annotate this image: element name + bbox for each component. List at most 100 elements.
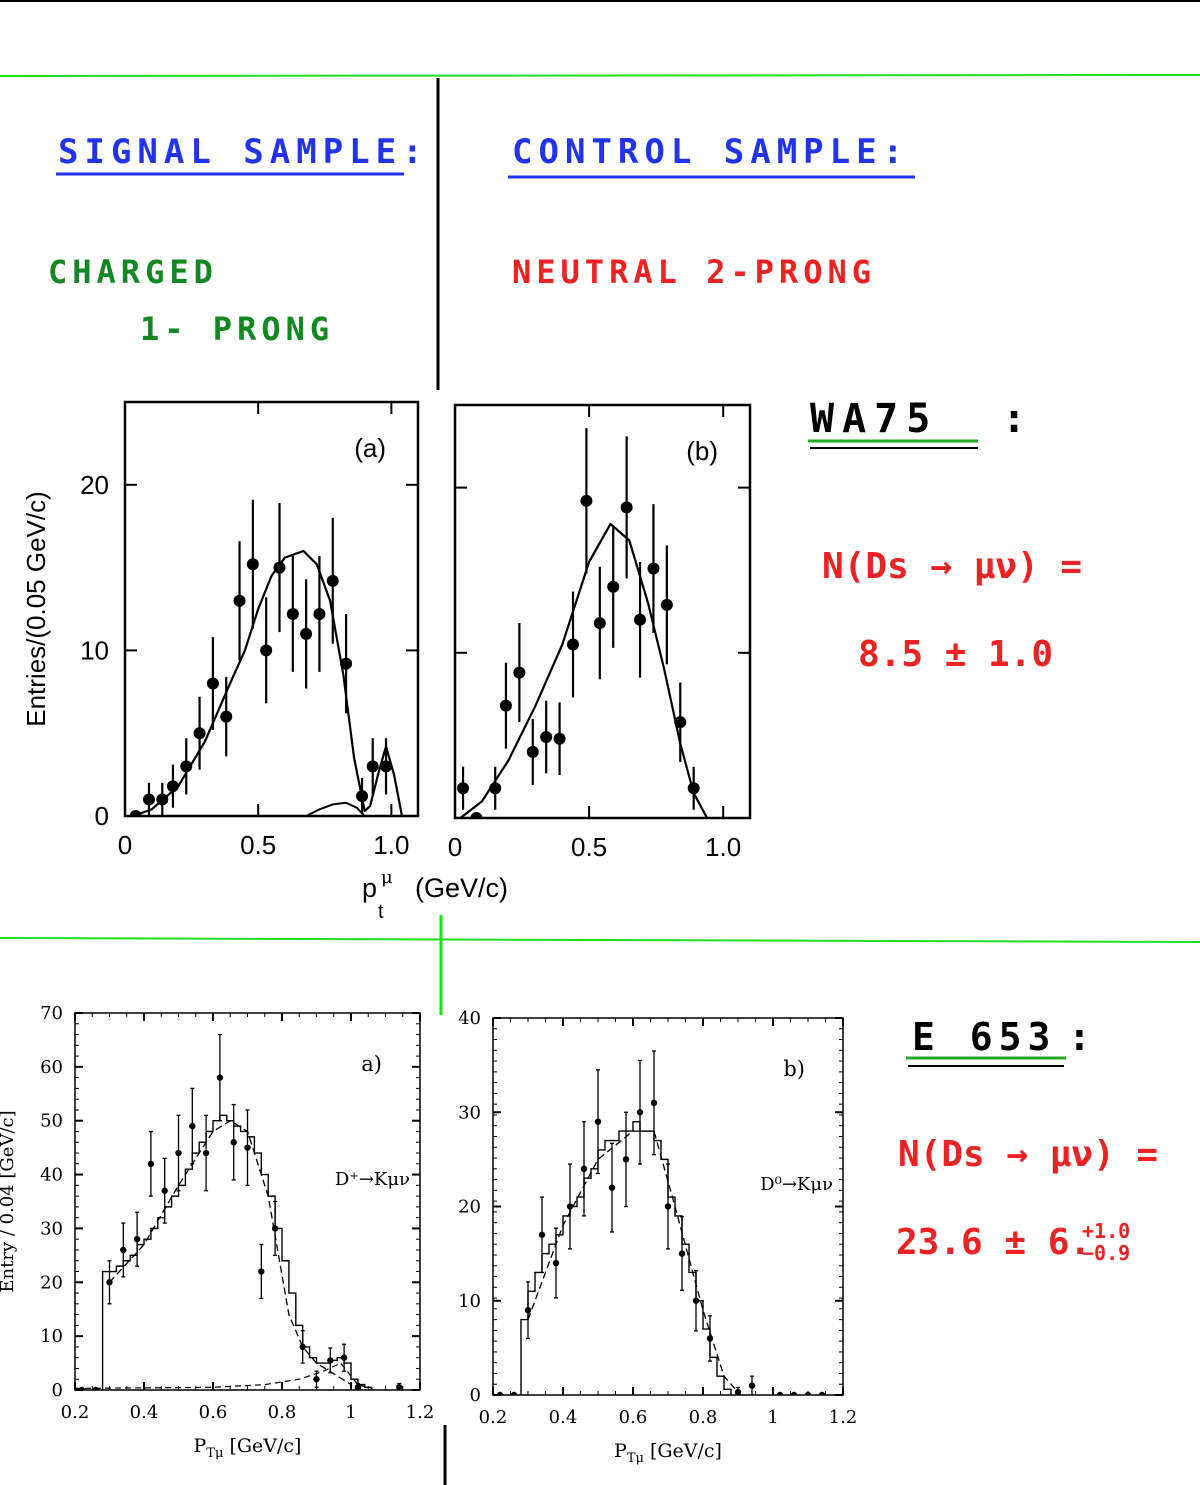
data-point xyxy=(636,1109,644,1116)
y-tick-label: 0 xyxy=(470,1385,481,1406)
background-fit-curve xyxy=(305,801,366,816)
data-point xyxy=(244,1144,251,1151)
data-point xyxy=(273,561,286,574)
data-point xyxy=(678,1250,686,1257)
charged-label: CHARGED xyxy=(48,253,218,291)
data-point xyxy=(299,1343,306,1351)
y-tick-label: 20 xyxy=(80,470,109,500)
data-point xyxy=(354,1384,362,1390)
x-tick-label: 1.2 xyxy=(829,1407,858,1428)
one-prong-label: 1- PRONG xyxy=(140,310,334,348)
data-point xyxy=(647,562,660,575)
data-point xyxy=(271,1225,279,1232)
data-point xyxy=(538,1231,546,1238)
background-curve xyxy=(75,1362,372,1390)
e653-charged-chart: 0.2 0.4 0.6 0.8 1 1.2 0 10 20 30 40 50 60 70 Entry / 0… xyxy=(0,1003,434,1461)
wa75-shared-xlabel: p xyxy=(362,873,377,903)
x-tick-label: 0.2 xyxy=(479,1407,508,1428)
wa75-shared-xlabel-sup: μ xyxy=(381,867,393,888)
data-point xyxy=(175,1149,182,1157)
data-point xyxy=(340,1354,348,1361)
data-point xyxy=(166,780,179,793)
data-point xyxy=(526,745,539,758)
data-point xyxy=(734,1388,742,1395)
data-point xyxy=(496,1391,504,1395)
y-tick-label: 40 xyxy=(40,1165,63,1186)
plot-area xyxy=(457,428,709,818)
data-point xyxy=(327,1357,334,1364)
data-point xyxy=(580,1165,588,1173)
wa75-title: WA75 xyxy=(810,396,938,442)
data-point xyxy=(366,760,379,773)
plot-frame xyxy=(123,400,420,818)
data-point xyxy=(634,613,647,626)
data-point xyxy=(313,607,326,620)
fit-curve xyxy=(459,522,709,818)
data-point xyxy=(706,1335,714,1342)
decay-annotation: D⁰→Kμν xyxy=(760,1174,833,1195)
wa75-charged-chart: 0 0.5 1.0 0 10 20 Entries/(0.05 GeV/c) (a) xyxy=(21,400,420,860)
data-point xyxy=(664,1203,672,1210)
data-point xyxy=(748,1382,756,1389)
data-point xyxy=(470,812,483,818)
panel-label: a) xyxy=(361,1052,382,1076)
data-point xyxy=(499,699,512,712)
y-axis-label: Entries/(0.05 GeV/c) xyxy=(21,491,51,727)
e653-formula: N(Ds → μν) = xyxy=(898,1134,1158,1175)
y-tick-label: 30 xyxy=(40,1218,63,1239)
handwritten-notes: SIGNAL SAMPLE: CONTROL SAMPLE: CHARGED 1… xyxy=(48,132,1158,1265)
data-point xyxy=(216,1074,224,1081)
x-tick-label: 0.4 xyxy=(130,1402,159,1423)
mc-dashed-curve xyxy=(109,1119,352,1386)
data-point xyxy=(300,627,313,640)
data-point xyxy=(129,810,142,816)
y-tick-label: 60 xyxy=(40,1057,63,1078)
x-tick-label: 0 xyxy=(448,832,462,862)
panel-label: (a) xyxy=(354,433,386,463)
wa75-shared-xlabel-unit: (GeV/c) xyxy=(415,873,508,903)
data-point xyxy=(687,782,700,795)
mc-histogram xyxy=(101,1114,373,1390)
mc-dashed-curve xyxy=(527,1130,739,1393)
data-point xyxy=(776,1391,784,1395)
data-point xyxy=(692,1297,700,1304)
y-tick-label: 10 xyxy=(40,1326,63,1347)
data-point xyxy=(356,790,369,803)
data-point xyxy=(552,1259,560,1267)
data-point xyxy=(233,594,246,607)
data-point xyxy=(147,1160,155,1168)
y-tick-label: 10 xyxy=(458,1291,481,1312)
control-sample-title: CONTROL SAMPLE: xyxy=(512,132,909,172)
plot-frame xyxy=(453,403,752,820)
plot-area xyxy=(129,499,404,816)
wa75-colon: : xyxy=(1002,396,1026,442)
data-point xyxy=(593,617,606,630)
data-point xyxy=(286,607,299,620)
data-point xyxy=(92,1386,99,1390)
y-tick-label: 30 xyxy=(458,1102,481,1123)
data-point xyxy=(246,558,259,571)
data-point xyxy=(193,727,206,740)
data-point xyxy=(513,666,526,679)
y-tick-label: 0 xyxy=(52,1380,63,1401)
data-point xyxy=(804,1391,812,1395)
middle-green-divider xyxy=(0,937,1200,943)
x-tick-label: 0.4 xyxy=(549,1407,578,1428)
data-point xyxy=(260,644,273,657)
panel-label: (b) xyxy=(686,436,718,466)
y-tick-label: 10 xyxy=(80,635,109,665)
data-point xyxy=(594,1118,602,1125)
data-point xyxy=(620,501,633,514)
x-tick-label: 1.0 xyxy=(705,832,741,862)
data-point xyxy=(313,1376,320,1383)
data-point xyxy=(566,1203,574,1210)
data-point xyxy=(220,710,233,723)
data-point xyxy=(326,574,339,587)
data-point xyxy=(622,1156,630,1163)
y-tick-label: 40 xyxy=(458,1008,481,1029)
data-point xyxy=(524,1306,532,1314)
e653-error-up: +1.0 xyxy=(1082,1219,1130,1243)
x-tick-label: 0 xyxy=(118,830,132,860)
wa75-shared-xlabel-sub: t xyxy=(378,901,384,923)
